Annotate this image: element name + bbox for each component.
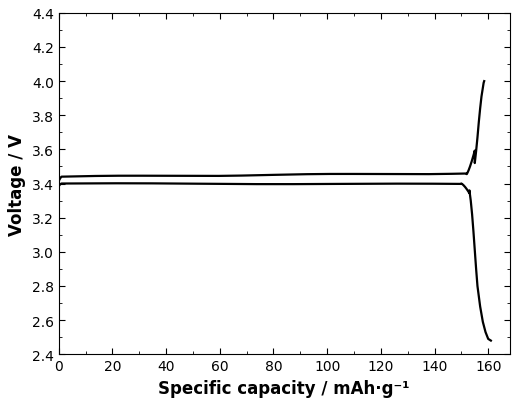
X-axis label: Specific capacity / mAh·g⁻¹: Specific capacity / mAh·g⁻¹ bbox=[159, 379, 410, 396]
Y-axis label: Voltage / V: Voltage / V bbox=[8, 133, 26, 235]
